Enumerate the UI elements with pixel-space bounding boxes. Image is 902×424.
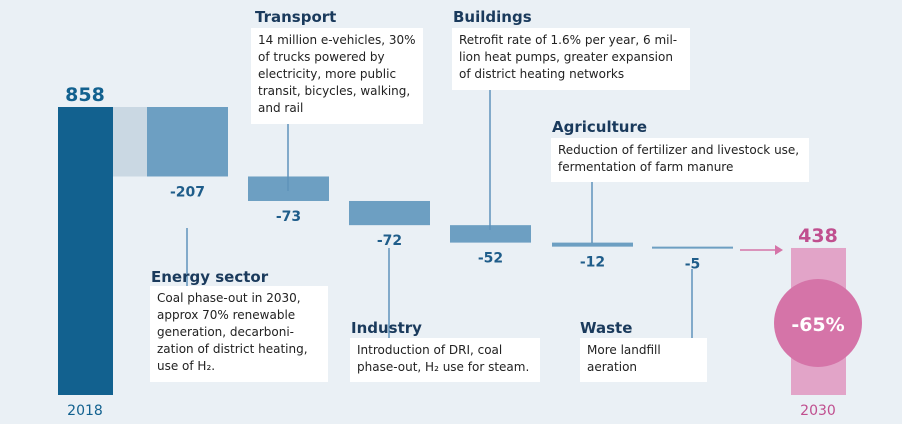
step-bar [349,200,430,226]
sector-title-transport: Transport [255,8,337,26]
sector-title-buildings: Buildings [453,8,532,26]
step-value-label: -72 [377,233,402,249]
reduction-label: -65% [791,314,844,336]
start-bar [58,107,113,395]
desc-box-waste: More landfill aeration [580,338,707,382]
step-value-label: -5 [685,256,701,272]
desc-box-buildings: Retrofit rate of 1.6% per year, 6 mil-li… [452,28,690,90]
step-bar [450,225,531,243]
reduction-circle [774,279,862,367]
step-value-label: -52 [478,251,503,267]
step-value-label: -73 [276,209,301,225]
sector-title-waste: Waste [580,319,633,337]
sector-title-energy-sector: Energy sector [151,268,269,286]
step-bar [652,246,733,249]
sector-title-industry: Industry [351,319,422,337]
start-value-label: 858 [65,84,105,106]
arrow-head [775,245,783,255]
desc-box-industry: Introduction of DRI, coal phase-out, H₂ … [350,338,540,382]
end-value-label: 438 [798,225,838,247]
desc-box-energy-sector: Coal phase-out in 2030, approx 70% renew… [150,286,328,382]
step-value-label: -12 [580,255,605,271]
step-bar [147,107,228,177]
step-value-label: -207 [170,184,205,200]
sector-title-agriculture: Agriculture [552,118,648,136]
desc-box-transport: 14 million e-vehicles, 30% of trucks pow… [251,28,423,124]
start-year-label: 2018 [67,403,103,419]
desc-box-agriculture: Reduction of fertilizer and livestock us… [551,138,809,182]
end-year-label: 2030 [800,403,836,419]
step-bar [552,242,633,247]
